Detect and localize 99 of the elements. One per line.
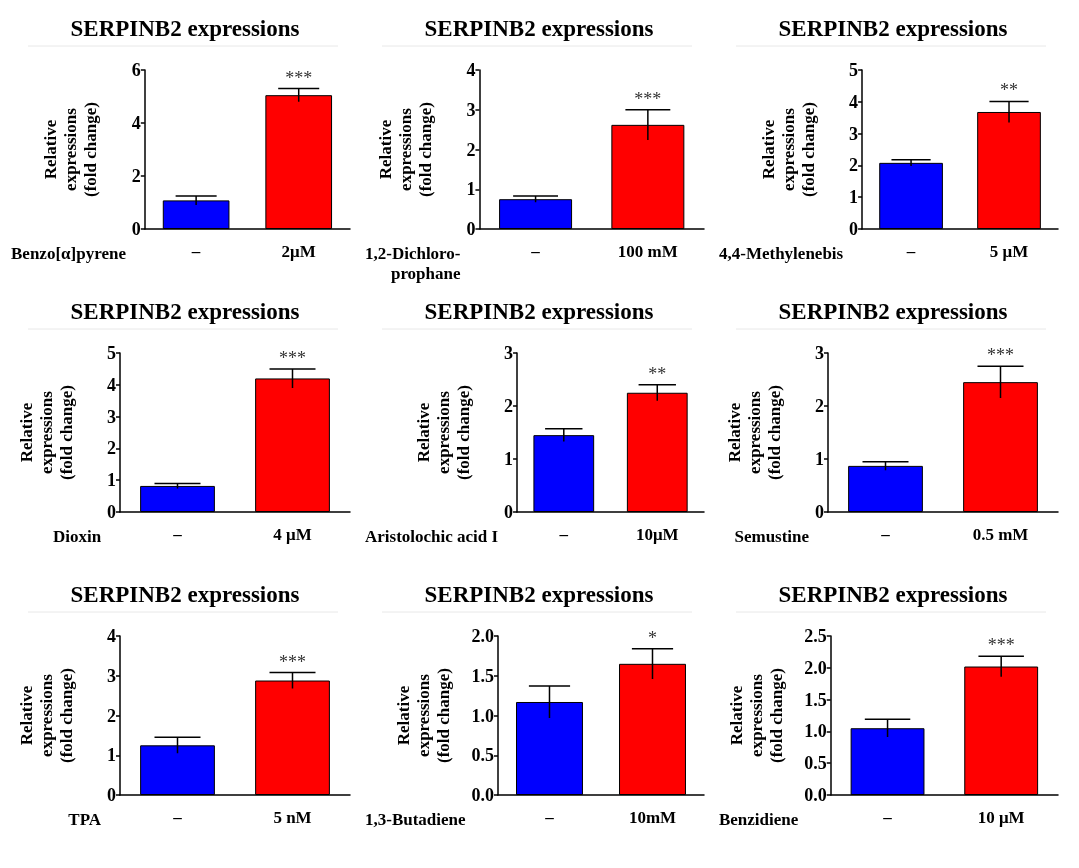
y-tick-label: 1.5	[804, 689, 827, 710]
y-tick-label: 1	[107, 745, 116, 766]
y-tick-label: 0	[849, 219, 859, 239]
y-tick-label: 2	[131, 166, 141, 186]
y-axis-title: Relative expressions (fold change)	[413, 385, 473, 480]
x-tick-label: –	[172, 808, 183, 827]
y-tick-label: 3	[849, 123, 859, 144]
y-tick-label: 3	[815, 343, 824, 363]
y-tick-label: 1.0	[804, 721, 827, 742]
y-tick-label: 2.0	[471, 626, 494, 646]
annotation: *	[648, 627, 657, 648]
x-axis-title: 1,2-Dichloro- prophane	[364, 243, 461, 283]
y-tick-label: 4	[131, 113, 141, 133]
y-tick-label: 4	[849, 91, 859, 112]
x-tick-label: 5 μM	[989, 242, 1029, 261]
y-tick-label: 2	[849, 155, 859, 176]
x-tick-label: –	[880, 525, 891, 544]
x-tick-label: 0.5 mM	[972, 525, 1029, 544]
x-tick-label: 4 μM	[273, 525, 312, 544]
y-tick-label: 4	[107, 374, 116, 395]
y-tick-label: 1	[466, 179, 476, 200]
annotation: ***	[634, 88, 662, 109]
x-tick-label: 10mM	[628, 808, 677, 827]
y-tick-label: 5	[107, 343, 116, 363]
y-tick-label: 3	[504, 343, 514, 363]
y-tick-label: 1	[849, 187, 859, 208]
y-tick-label: 2	[107, 705, 116, 726]
x-axis-title: Aristolochic acid I	[365, 526, 499, 546]
y-tick-label: 5	[849, 60, 859, 80]
x-tick-label: –	[172, 525, 183, 544]
y-tick-label: 2	[504, 396, 514, 416]
x-tick-label: –	[882, 808, 893, 827]
x-tick-label: 2μM	[281, 242, 316, 261]
y-tick-label: 2	[107, 438, 116, 459]
y-tick-label: 0.0	[804, 785, 827, 805]
x-tick-label: –	[544, 808, 555, 827]
y-axis-title: Relative expressions (fold change)	[727, 668, 787, 763]
y-tick-label: 1	[815, 449, 824, 469]
y-tick-label: 3	[107, 665, 116, 686]
x-axis-title: 4,4-Methylenebis	[718, 243, 844, 263]
chart-title: SERPINB2 expressions	[70, 582, 300, 607]
x-tick-label: 100 mM	[617, 242, 678, 261]
y-tick-label: 2	[466, 139, 476, 160]
chart-title: SERPINB2 expressions	[778, 16, 1008, 41]
y-tick-label: 0	[107, 785, 116, 805]
annotation: ***	[987, 345, 1014, 366]
y-tick-label: 1	[107, 470, 116, 491]
x-tick-label: –	[558, 525, 569, 544]
y-axis-title: Relative expressions (fold change)	[41, 102, 101, 197]
chart-title: SERPINB2 expressions	[70, 16, 300, 41]
y-axis-title: Relative expressions (fold change)	[375, 102, 435, 197]
x-axis-title: 1,3-Butadiene	[365, 809, 467, 829]
x-tick-label: 5 nM	[273, 808, 312, 827]
y-tick-label: 0	[815, 502, 824, 522]
annotation: ***	[279, 651, 306, 672]
annotation: ***	[279, 347, 306, 368]
x-axis-title: Benzidiene	[718, 809, 799, 829]
chart-title: SERPINB2 expressions	[778, 299, 1008, 324]
chart-title: SERPINB2 expressions	[424, 582, 654, 607]
y-tick-label: 0	[466, 219, 476, 239]
y-axis-title: Relative expressions (fold change)	[394, 668, 454, 763]
annotation: ***	[987, 635, 1015, 656]
chart-title: SERPINB2 expressions	[424, 299, 654, 324]
x-tick-label: –	[905, 242, 916, 261]
chart-title: SERPINB2 expressions	[424, 16, 654, 41]
y-tick-label: 0.0	[471, 785, 494, 805]
y-tick-label: 0	[107, 502, 116, 522]
y-tick-label: 3	[466, 99, 476, 120]
x-axis-title: Dioxin	[52, 526, 102, 546]
x-axis-title: Semustine	[734, 526, 810, 546]
y-tick-label: 0.5	[471, 745, 494, 766]
y-tick-label: 0.5	[804, 753, 827, 774]
x-tick-label: –	[190, 242, 201, 261]
x-axis-title: TPA	[68, 809, 102, 829]
y-axis-title: Relative expressions (fold change)	[16, 385, 76, 480]
y-tick-label: 1	[504, 449, 514, 469]
x-tick-label: 10 μM	[977, 808, 1025, 827]
y-tick-label: 4	[466, 60, 476, 80]
y-tick-label: 0	[504, 502, 514, 522]
annotation: **	[1000, 80, 1019, 101]
chart-title: SERPINB2 expressions	[70, 299, 300, 324]
y-axis-title: Relative expressions (fold change)	[724, 385, 784, 480]
y-axis-title: Relative expressions (fold change)	[758, 102, 818, 197]
y-tick-label: 4	[107, 626, 116, 646]
x-tick-label: 10μM	[635, 525, 679, 544]
y-tick-label: 2.0	[804, 657, 827, 678]
y-axis-title: Relative expressions (fold change)	[16, 668, 76, 763]
annotation: ***	[285, 67, 313, 88]
y-tick-label: 1.5	[471, 665, 494, 686]
annotation: **	[648, 363, 667, 384]
y-tick-label: 2	[815, 396, 824, 416]
chart-title: SERPINB2 expressions	[778, 582, 1008, 607]
y-tick-label: 1.0	[471, 705, 494, 726]
y-tick-label: 3	[107, 406, 116, 427]
x-tick-label: –	[530, 242, 541, 261]
x-axis-title: Benzo[α]pyrene	[11, 243, 127, 263]
y-tick-label: 6	[131, 60, 141, 80]
y-tick-label: 0	[131, 219, 141, 239]
y-tick-label: 2.5	[804, 626, 827, 646]
